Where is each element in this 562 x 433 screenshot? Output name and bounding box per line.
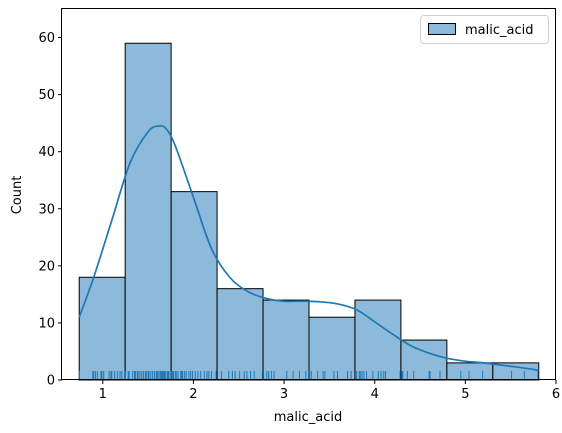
plot-frame	[61, 8, 556, 380]
x-tick-label: 6	[552, 387, 560, 402]
histogram-bar	[216, 288, 264, 381]
y-tick-label: 30	[38, 202, 55, 217]
x-axis-title: malic_acid	[274, 410, 342, 425]
y-tick-label: 50	[38, 88, 55, 103]
histogram-bar	[308, 316, 356, 381]
y-tick-label: 40	[38, 145, 55, 160]
y-tick-label: 20	[38, 259, 55, 274]
histogram-bar	[170, 191, 218, 381]
y-axis-ticks: 0 10 20 30 40 50 60	[38, 31, 62, 389]
legend: malic_acid	[420, 15, 549, 44]
histogram-bars	[78, 42, 540, 381]
rug-marks	[78, 371, 539, 380]
legend-label: malic_acid	[465, 23, 533, 38]
legend-swatch	[428, 23, 456, 35]
histogram-bar	[400, 339, 448, 381]
kde-line	[78, 124, 539, 372]
y-tick-label: 60	[38, 31, 55, 46]
histogram-bar	[446, 362, 494, 381]
histogram-bar	[124, 42, 172, 381]
y-tick-label: 10	[38, 316, 55, 331]
histogram-bar	[78, 276, 126, 381]
x-tick-label: 5	[461, 387, 469, 402]
x-tick-label: 3	[280, 387, 288, 402]
x-tick-label: 4	[371, 387, 379, 402]
x-axis-ticks: 1 2 3 4 5 6	[99, 380, 560, 402]
legend-box	[420, 15, 549, 44]
y-axis-title: Count	[10, 176, 25, 215]
x-tick-label: 1	[99, 387, 107, 402]
histogram-bar	[262, 299, 310, 381]
y-tick-label: 0	[47, 374, 55, 389]
x-tick-label: 2	[189, 387, 197, 402]
